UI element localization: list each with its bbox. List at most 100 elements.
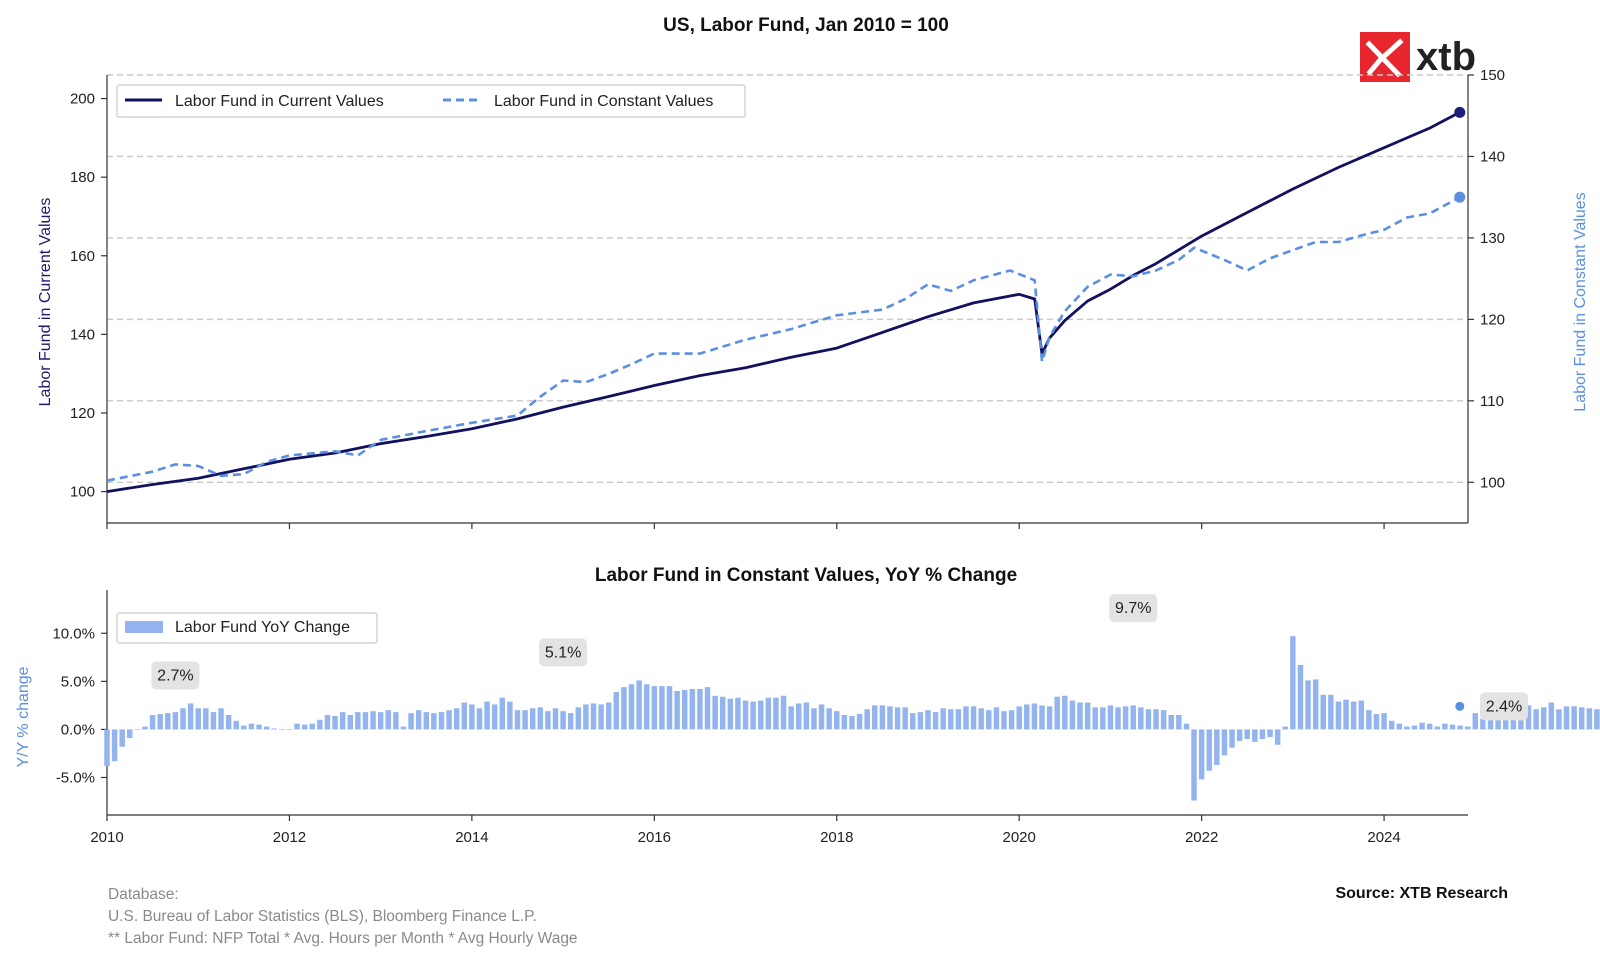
series-line-current (106, 111, 1461, 493)
yoy-bar (362, 712, 369, 730)
yoy-bar (1472, 713, 1479, 730)
yoy-bar (1480, 718, 1486, 730)
yoy-bar (476, 708, 483, 730)
top-gridlines (107, 74, 1468, 483)
yoy-bar (796, 703, 802, 730)
right-tick-label: 150 (1480, 67, 1505, 84)
legend-yoy-label: Labor Fund YoY Change (175, 619, 350, 636)
yoy-bar (948, 709, 954, 730)
yoy-bar (469, 704, 475, 730)
left-tick-label: 180 (70, 169, 95, 186)
yoy-bar (788, 706, 794, 730)
right-tick-label: 130 (1480, 230, 1505, 247)
left-tick-label: 160 (70, 248, 95, 265)
yoy-bar (1221, 729, 1228, 756)
yoy-bar (263, 726, 270, 730)
yoy-bar (1183, 723, 1190, 730)
yoy-bar (720, 696, 726, 730)
yoy-bar (1586, 708, 1593, 730)
yoy-bar (735, 697, 741, 730)
yoy-bar (286, 729, 293, 731)
yoy-bar (1578, 707, 1585, 730)
yoy-bar (1328, 694, 1334, 730)
yoy-bar (111, 729, 118, 762)
yoy-bar (643, 684, 650, 730)
yoy-bar (1373, 714, 1380, 730)
yoy-bar (1252, 729, 1258, 742)
yoy-bar (491, 704, 498, 730)
yoy-bar (894, 707, 901, 730)
yoy-bar (940, 708, 946, 730)
yoy-bar (393, 712, 399, 730)
yoy-bar (104, 729, 110, 766)
yoy-bar (1350, 701, 1357, 730)
yoy-bar (309, 723, 315, 730)
yoy-bar (1556, 709, 1562, 730)
yoy-bar (978, 708, 984, 730)
bottom-x-tick-label: 2012 (273, 829, 306, 846)
yoy-bar (1229, 729, 1235, 748)
yoy-bar (377, 712, 384, 730)
yoy-bar (370, 711, 376, 730)
right-tick-label: 140 (1480, 148, 1505, 165)
yoy-bar (780, 695, 787, 730)
left-tick-label: 100 (70, 484, 95, 501)
footer-line-2: U.S. Bureau of Labor Statistics (BLS), B… (108, 908, 537, 925)
yoy-bar (697, 689, 703, 730)
yoy-bar (332, 715, 338, 730)
bottom-ylabel: Y/Y % change (15, 666, 32, 767)
yoy-bar (1039, 705, 1045, 730)
yoy-bar (408, 713, 414, 730)
yoy-bar (841, 715, 848, 730)
annotation-box (151, 661, 200, 690)
yoy-bar (1487, 717, 1494, 730)
bottom-bars (104, 636, 1600, 801)
bottom-y-tick-label: 5.0% (61, 673, 95, 690)
yoy-bar (963, 706, 969, 730)
left-tick-label: 140 (70, 326, 95, 343)
yoy-bar (887, 706, 893, 730)
bottom-y-tick-label: 0.0% (61, 721, 95, 738)
yoy-bar (210, 712, 217, 730)
yoy-bar (1084, 702, 1091, 730)
yoy-bar (149, 715, 156, 730)
yoy-bar (1100, 707, 1106, 730)
yoy-bar (279, 729, 285, 731)
yoy-bar (256, 724, 262, 730)
annotation-label: 5.1% (545, 644, 581, 661)
yoy-bar (241, 725, 247, 730)
yoy-bar (355, 712, 361, 730)
yoy-bar (1168, 715, 1174, 730)
yoy-bar (1449, 724, 1456, 730)
bottom-axes: -5.0% 0.0% 5.0% 10.0% 2010 2012 2014 2016 2018 20… (52, 590, 1468, 846)
yoy-bar (203, 708, 209, 730)
yoy-bar (1282, 726, 1288, 730)
top-legend: Labor Fund in Current Values Labor Fund … (116, 84, 746, 118)
yoy-bar (172, 712, 179, 730)
yoy-bar (552, 708, 559, 730)
annotation-box (1109, 594, 1158, 623)
yoy-bar (537, 707, 544, 730)
legend-current-label: Labor Fund in Current Values (175, 93, 384, 110)
bottom-y-tick-label: -5.0% (56, 770, 95, 787)
yoy-bar (1434, 726, 1441, 730)
yoy-bar (1191, 729, 1197, 801)
bottom-x-tick-label: 2010 (90, 829, 123, 846)
yoy-bar (1366, 710, 1372, 730)
yoy-endpoint (1455, 701, 1465, 711)
yoy-bar (773, 697, 779, 730)
yoy-bar (1024, 704, 1030, 730)
footer-line-3: ** Labor Fund: NFP Total * Avg. Hours pe… (108, 930, 578, 947)
yoy-bar (925, 710, 931, 730)
yoy-bar (864, 709, 870, 730)
yoy-bar (681, 690, 688, 730)
yoy-bar (575, 707, 582, 730)
yoy-bar (651, 686, 658, 730)
right-tick-label: 100 (1480, 474, 1505, 491)
yoy-bar (1594, 709, 1600, 730)
left-tick-label: 200 (70, 91, 95, 108)
yoy-bar (613, 691, 620, 730)
top-left-ylabel: Labor Fund in Current Values (37, 198, 54, 407)
yoy-bar (339, 712, 346, 730)
